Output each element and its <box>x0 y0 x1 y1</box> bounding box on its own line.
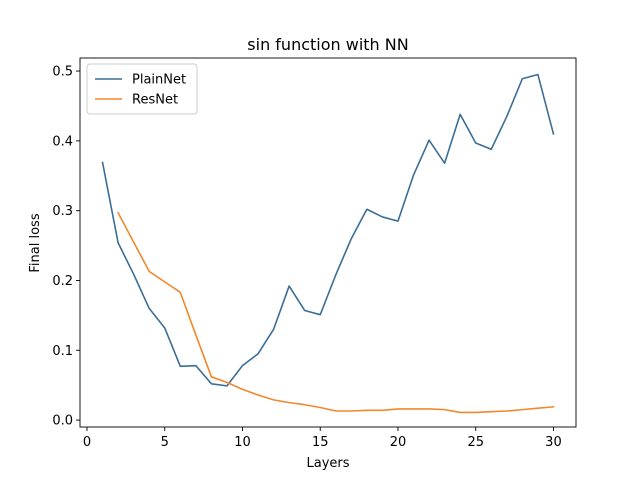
y-tick-label: 0.4 <box>52 134 73 149</box>
y-tick-label: 0.5 <box>52 65 73 80</box>
x-axis-label: Layers <box>306 456 349 471</box>
x-tick-label: 5 <box>161 435 169 450</box>
y-tick-label: 0.0 <box>52 414 73 429</box>
x-tick-label: 0 <box>83 435 91 450</box>
x-tick-label: 30 <box>545 435 562 450</box>
series-line-resnet <box>117 211 555 414</box>
legend: PlainNet ResNet <box>86 63 198 115</box>
plot-frame <box>79 57 577 428</box>
y-tick-label: 0.1 <box>52 344 73 359</box>
y-axis-label: Final loss <box>28 213 43 272</box>
legend-label-resnet: ResNet <box>132 93 178 108</box>
plot-area: 0 5 10 15 20 25 30 0.0 0.1 0.2 0.3 0.4 0.5 <box>52 57 577 450</box>
y-tick-label: 0.2 <box>52 274 73 289</box>
chart-title: sin function with NN <box>247 35 408 54</box>
x-tick-label: 10 <box>234 435 251 450</box>
series-line-plainnet <box>101 73 555 387</box>
x-tick-label: 15 <box>312 435 329 450</box>
legend-label-plainnet: PlainNet <box>132 73 186 88</box>
legend-box <box>86 63 198 115</box>
x-tick-label: 20 <box>390 435 407 450</box>
y-tick-label: 0.3 <box>52 204 73 219</box>
x-tick-label: 25 <box>467 435 484 450</box>
